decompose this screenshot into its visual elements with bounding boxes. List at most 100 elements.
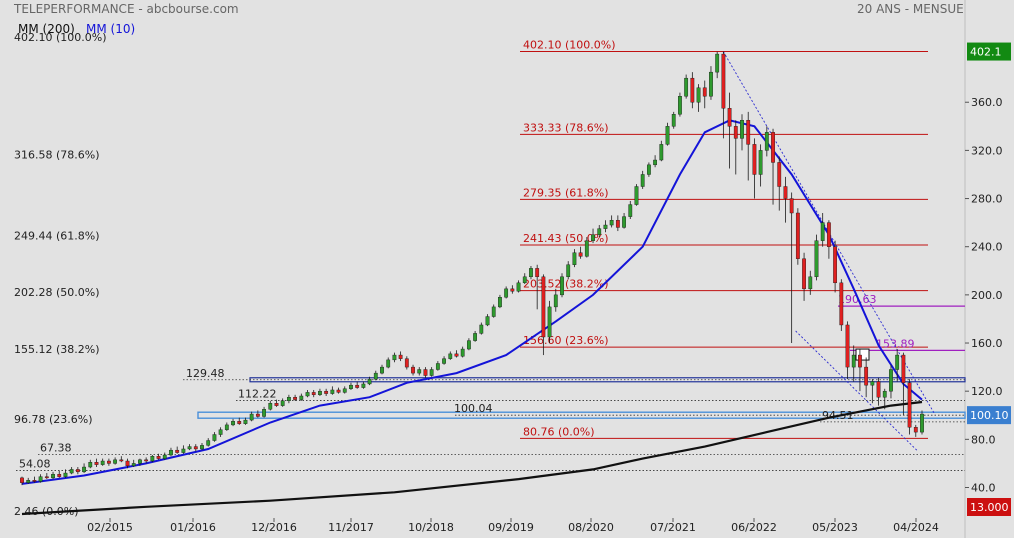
candle-up xyxy=(386,359,391,368)
x-tick-label: 11/2017 xyxy=(328,521,374,534)
legend-ma10: MM (10) xyxy=(86,22,136,36)
fib-outer-label: 249.44 (61.8%) xyxy=(14,229,100,242)
candle-up xyxy=(665,126,670,145)
candle-down xyxy=(144,459,149,462)
fib-inner-label: 203.52 (38.2%) xyxy=(523,278,609,291)
candle-down xyxy=(237,421,242,424)
candle-down xyxy=(702,87,707,97)
candle-down xyxy=(255,413,260,417)
y-tick-label: 40.0 xyxy=(971,481,996,494)
fib-inner-label: 156.60 (23.6%) xyxy=(523,334,609,347)
fib-inner-label: 333.33 (78.6%) xyxy=(523,121,609,134)
candle-up xyxy=(851,354,856,368)
candle-down xyxy=(355,384,360,388)
candle-down xyxy=(44,476,49,479)
candle-up xyxy=(305,392,310,397)
candle-up xyxy=(764,132,769,151)
fib-outer-label: 202.28 (50.0%) xyxy=(14,286,100,299)
x-tick-label: 06/2022 xyxy=(731,521,777,534)
last-price-badge: 402.1 xyxy=(970,46,1002,59)
candle-up xyxy=(349,384,353,389)
candle-down xyxy=(94,462,99,465)
x-tick-label: 09/2019 xyxy=(488,521,534,534)
candle-up xyxy=(206,440,211,446)
candle-up xyxy=(715,53,720,73)
low-marker-badge-bg xyxy=(967,498,1011,516)
candle-up xyxy=(709,71,713,97)
candle-up xyxy=(448,353,453,359)
candle-down xyxy=(404,358,409,368)
chart-title: TELEPERFORMANCE - abcbourse.com xyxy=(14,2,239,16)
candle-up xyxy=(882,390,887,398)
candle-down xyxy=(845,324,850,368)
level-label: 100.04 xyxy=(454,402,493,415)
candle-up xyxy=(243,419,248,424)
fib-inner-label: 279.35 (61.8%) xyxy=(523,186,609,199)
period-label: 20 ANS - MENSUEL xyxy=(857,2,971,16)
candle-up xyxy=(466,340,471,350)
candle-down xyxy=(398,354,403,359)
candle-up xyxy=(547,306,552,338)
candle-down xyxy=(783,186,788,199)
candle-up xyxy=(640,174,645,187)
candle-up xyxy=(622,216,626,228)
candle-down xyxy=(119,459,124,462)
y-tick-label: 80.0 xyxy=(971,433,996,446)
candle-down xyxy=(733,126,738,139)
candle-down xyxy=(839,282,844,326)
candle-down xyxy=(578,252,583,257)
y-axis-panel xyxy=(965,0,1014,538)
candle-up xyxy=(473,333,478,341)
candle-down xyxy=(615,220,620,228)
y-tick-label: 360.0 xyxy=(971,96,1003,109)
level-label: 129.48 xyxy=(186,367,225,380)
candle-up xyxy=(740,120,744,139)
target-label: 190.63 xyxy=(838,293,877,306)
candle-up xyxy=(131,463,136,467)
candle-up xyxy=(646,164,651,175)
candle-up xyxy=(584,240,589,257)
candle-up xyxy=(566,264,571,278)
current-price-badge: 100.10 xyxy=(970,409,1009,422)
candle-up xyxy=(342,388,347,393)
candle-up xyxy=(659,144,664,161)
level-label: 67.38 xyxy=(40,442,72,455)
candle-down xyxy=(864,366,869,386)
candle-down xyxy=(32,480,37,482)
candle-up xyxy=(634,186,639,205)
candle-up xyxy=(684,77,689,97)
candle-up xyxy=(920,413,924,433)
candle-down xyxy=(175,449,180,453)
candle-down xyxy=(826,222,831,247)
candle-up xyxy=(460,348,465,357)
candle-up xyxy=(218,429,223,435)
candle-down xyxy=(336,389,341,393)
candle-up xyxy=(417,369,422,374)
candle-up xyxy=(249,413,254,421)
candle-up xyxy=(516,282,521,292)
candle-up xyxy=(392,354,397,361)
candle-up xyxy=(138,459,142,464)
candle-down xyxy=(535,268,540,278)
candle-down xyxy=(156,455,161,459)
candle-up xyxy=(262,409,266,417)
candle-up xyxy=(560,276,564,296)
candle-up xyxy=(69,469,74,474)
candle-down xyxy=(20,477,24,483)
candle-up xyxy=(758,150,763,175)
candle-up xyxy=(299,395,304,400)
candle-up xyxy=(498,297,502,308)
ma200-line xyxy=(21,400,923,516)
candle-up xyxy=(113,459,118,464)
x-tick-label: 01/2016 xyxy=(170,521,216,534)
candle-down xyxy=(274,403,279,406)
candle-up xyxy=(373,372,378,380)
candle-up xyxy=(286,396,291,402)
x-tick-label: 05/2023 xyxy=(812,521,858,534)
candle-down xyxy=(454,353,459,357)
support-band xyxy=(197,411,966,419)
candle-down xyxy=(690,77,695,103)
candle-up xyxy=(522,276,527,284)
candle-up xyxy=(553,294,558,308)
candle-up xyxy=(330,389,335,394)
